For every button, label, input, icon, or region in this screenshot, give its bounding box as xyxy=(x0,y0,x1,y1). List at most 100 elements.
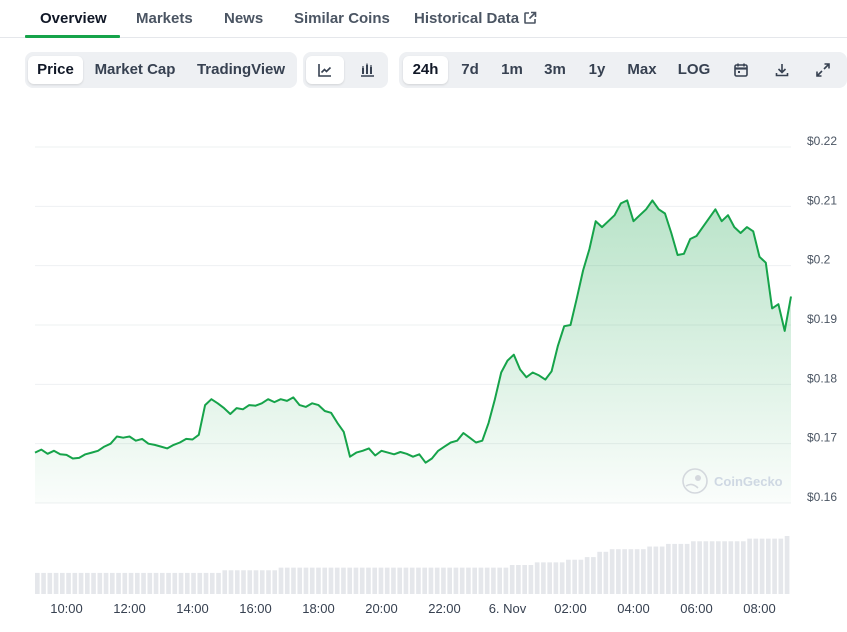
calendar-button[interactable] xyxy=(725,56,757,84)
volume-bar xyxy=(103,572,109,594)
volume-bar xyxy=(541,562,546,594)
volume-bar xyxy=(141,572,146,594)
volume-bar xyxy=(753,538,759,594)
volume-bar xyxy=(547,562,552,594)
volume-bar xyxy=(197,572,203,594)
volume-bar xyxy=(734,541,740,594)
candlestick-chart-icon xyxy=(359,61,375,78)
volume-bar xyxy=(453,567,459,594)
price-area-fill xyxy=(35,200,791,503)
volume-bar xyxy=(722,541,727,594)
volume-bar xyxy=(53,572,59,594)
volume-bar xyxy=(328,567,334,594)
range-1y[interactable]: 1y xyxy=(588,61,606,78)
candlestick-chart-button[interactable] xyxy=(348,56,386,84)
tab-similar-coins[interactable]: Similar Coins xyxy=(294,10,390,27)
price-line xyxy=(34,199,792,464)
tab-markets[interactable]: Markets xyxy=(136,10,193,27)
volume-bar xyxy=(134,572,140,594)
volume-bar xyxy=(497,567,502,594)
volume-bar xyxy=(128,572,134,594)
tab-historical-data[interactable]: Historical Data xyxy=(414,0,537,38)
coingecko-watermark: CoinGecko xyxy=(682,468,783,494)
volume-bar xyxy=(472,567,478,594)
volume-bar xyxy=(534,562,540,594)
tradingview-tab[interactable]: TradingView xyxy=(196,61,286,78)
volume-bar xyxy=(603,551,609,594)
volume-bar xyxy=(459,567,465,594)
volume-bar xyxy=(503,567,509,594)
volume-bar xyxy=(247,570,253,594)
volume-bar xyxy=(72,572,78,594)
line-chart-button[interactable] xyxy=(306,56,344,84)
range-24h[interactable]: 24h xyxy=(403,56,448,84)
volume-bar xyxy=(272,570,278,594)
volume-bar xyxy=(322,567,328,594)
volume-bar xyxy=(716,541,721,594)
volume-bar xyxy=(778,538,784,594)
volume-bar xyxy=(172,572,178,594)
volume-bar xyxy=(616,549,621,594)
volume-bar xyxy=(509,565,515,594)
volume-bar xyxy=(528,565,534,594)
y-tick-label: $0.2 xyxy=(807,253,831,267)
volume-bar xyxy=(266,570,271,594)
volume-bar xyxy=(416,567,421,594)
volume-bar xyxy=(116,572,121,594)
volume-bar xyxy=(291,567,296,594)
volume-bar xyxy=(316,567,321,594)
coingecko-logo-icon xyxy=(682,468,708,494)
volume-bar xyxy=(422,567,428,594)
download-button[interactable] xyxy=(766,56,798,84)
price-tab[interactable]: Price xyxy=(28,56,83,84)
active-tab-indicator xyxy=(25,35,120,38)
y-tick-label: $0.16 xyxy=(807,490,837,504)
volume-bar xyxy=(78,572,84,594)
volume-bar xyxy=(709,541,715,594)
y-axis-labels: $0.16 $0.17 $0.18 $0.19 $0.2 $0.21 $0.22 xyxy=(807,134,837,504)
volume-bar xyxy=(297,567,303,594)
volume-bar xyxy=(572,559,577,594)
range-7d[interactable]: 7d xyxy=(461,61,479,78)
volume-bar xyxy=(159,572,165,594)
volume-bar xyxy=(84,572,90,594)
volume-bar xyxy=(672,543,677,594)
volume-bar xyxy=(666,543,671,594)
log-toggle[interactable]: LOG xyxy=(677,61,711,78)
volume-bar xyxy=(278,567,284,594)
x-tick-label: 18:00 xyxy=(302,601,335,616)
x-tick-label: 08:00 xyxy=(743,601,776,616)
volume-bar xyxy=(434,567,440,594)
line-chart-icon xyxy=(317,61,333,78)
x-tick-label: 22:00 xyxy=(428,601,461,616)
tab-news[interactable]: News xyxy=(224,10,264,27)
range-3m[interactable]: 3m xyxy=(544,61,566,78)
y-tick-label: $0.19 xyxy=(807,312,837,326)
volume-bar xyxy=(447,567,453,594)
range-1m[interactable]: 1m xyxy=(501,61,523,78)
volume-bar xyxy=(759,538,765,594)
range-max[interactable]: Max xyxy=(627,61,657,78)
x-tick-label: 16:00 xyxy=(239,601,272,616)
volume-bar xyxy=(522,565,527,594)
volume-bar xyxy=(153,572,159,594)
volume-bar xyxy=(678,543,684,594)
fullscreen-button[interactable] xyxy=(807,56,839,84)
volume-bar xyxy=(216,572,221,594)
volume-bar xyxy=(303,567,309,594)
market-cap-tab[interactable]: Market Cap xyxy=(94,61,176,78)
y-tick-label: $0.17 xyxy=(807,431,837,445)
x-tick-label: 12:00 xyxy=(113,601,146,616)
volume-bar xyxy=(178,572,184,594)
x-tick-label: 14:00 xyxy=(176,601,209,616)
calendar-icon xyxy=(733,61,749,78)
watermark-text: CoinGecko xyxy=(714,474,783,489)
tab-overview[interactable]: Overview xyxy=(40,10,107,27)
volume-bar xyxy=(234,570,240,594)
volume-bar xyxy=(691,541,696,594)
volume-bar xyxy=(491,567,496,594)
volume-bar xyxy=(516,565,521,594)
volume-bar xyxy=(747,538,752,594)
x-tick-label: 06:00 xyxy=(680,601,713,616)
